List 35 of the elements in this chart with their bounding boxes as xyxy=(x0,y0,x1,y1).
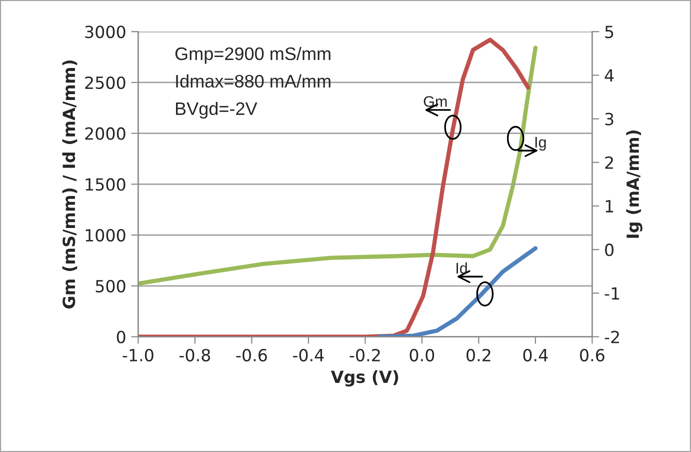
x-tick-label: 0.4 xyxy=(523,348,548,362)
x-tick-label: -0.4 xyxy=(293,348,324,362)
annotation: Ig xyxy=(535,136,546,151)
annotation: BVgd=-2V xyxy=(176,102,258,119)
y2-tick-label: 4 xyxy=(604,69,614,82)
x-axis-title: Vgs (V) xyxy=(330,370,398,386)
y2-axis-title: Ig (mA/mm) xyxy=(626,130,642,238)
line-series xyxy=(377,246,538,337)
annotation: Id xyxy=(456,262,467,274)
x-tick-label: -0.8 xyxy=(180,348,210,362)
x-tick-label: -0.6 xyxy=(236,348,267,362)
annotation: Idmax=880 mA/mm xyxy=(176,74,330,88)
y2-tick-label: 0 xyxy=(605,244,614,256)
y2-tick-label: 3 xyxy=(605,112,614,126)
annotation: Gm xyxy=(424,96,447,107)
line-series xyxy=(138,38,530,337)
y2-tick-label: -2 xyxy=(604,330,619,344)
x-tick-label: 0.6 xyxy=(580,348,604,362)
x-tick-label: 0.2 xyxy=(466,348,490,362)
y2-tick-label: 2 xyxy=(605,156,613,169)
y-tick-label: 500 xyxy=(96,280,126,292)
x-tick-label: -0.2 xyxy=(350,348,380,362)
y-axis-title: Gm (mS/mm) / Id (mA/mm) xyxy=(62,60,78,308)
y-tick-label: 2000 xyxy=(85,127,126,140)
y-tick-label: 1000 xyxy=(86,229,126,242)
y-tick-label: 3000 xyxy=(85,26,126,38)
annotation: Gmp=2900 mS/mm xyxy=(175,46,330,64)
y-tick-label: 0 xyxy=(116,330,126,344)
y2-tick-label: -1 xyxy=(604,287,620,300)
x-tick-label: -1.0 xyxy=(122,348,154,362)
y2-tick-label: 1 xyxy=(606,200,614,212)
y-tick-label: 1500 xyxy=(86,178,126,191)
x-tick-label: 0.0 xyxy=(410,348,434,362)
y2-tick-label: 5 xyxy=(605,26,614,38)
y-tick-label: 2500 xyxy=(85,76,126,90)
